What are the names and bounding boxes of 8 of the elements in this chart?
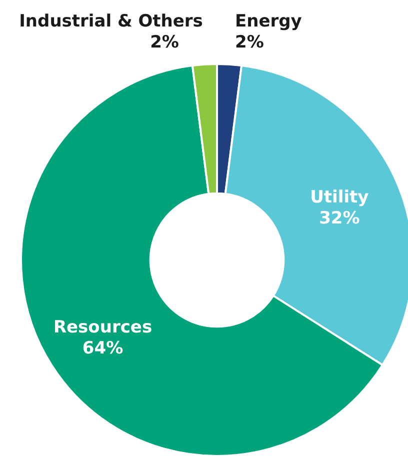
slice-label: Industrial & Others (19, 11, 203, 32)
data-label: 32% (319, 208, 360, 228)
slice-label: Utility (310, 187, 369, 208)
data-label: 2% (235, 32, 264, 52)
data-label: 2% (150, 32, 179, 52)
slice-label: Energy (235, 11, 302, 32)
slice-label: Resources (53, 318, 152, 338)
data-label: 64% (82, 338, 124, 359)
